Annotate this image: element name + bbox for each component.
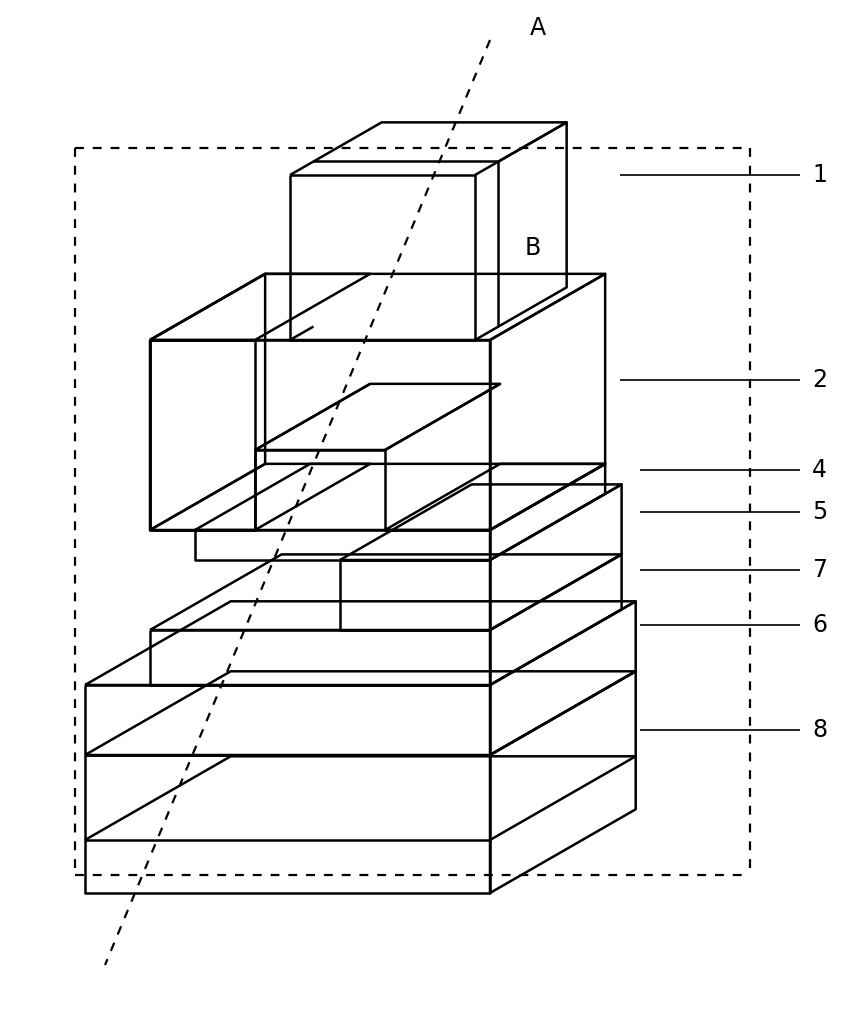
Text: A: A	[530, 16, 546, 40]
Text: 8: 8	[812, 718, 827, 742]
Text: 5: 5	[812, 500, 827, 524]
Text: B: B	[525, 236, 541, 260]
Text: 6: 6	[812, 613, 827, 637]
Text: 1: 1	[812, 163, 827, 187]
Text: 2: 2	[812, 368, 827, 392]
Text: 4: 4	[812, 458, 827, 482]
Text: 7: 7	[812, 558, 827, 582]
